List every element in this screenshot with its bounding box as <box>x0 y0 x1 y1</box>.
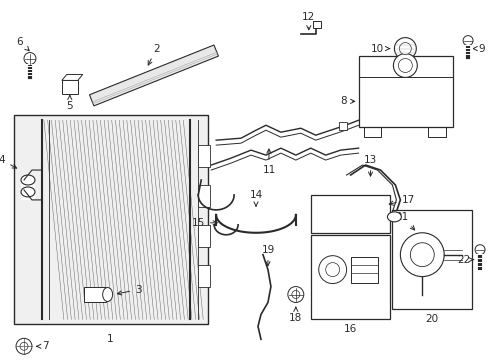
Circle shape <box>393 54 416 77</box>
Bar <box>198 185 210 207</box>
Text: 21: 21 <box>395 212 414 230</box>
Bar <box>391 210 471 310</box>
Text: 13: 13 <box>363 155 376 176</box>
Bar <box>350 257 378 283</box>
Text: 17: 17 <box>388 195 414 205</box>
Polygon shape <box>61 75 82 80</box>
Circle shape <box>398 59 411 72</box>
Bar <box>310 195 389 233</box>
Text: 8: 8 <box>340 96 354 106</box>
Circle shape <box>325 263 339 276</box>
Bar <box>338 122 346 130</box>
Circle shape <box>400 233 443 276</box>
Text: 5: 5 <box>66 95 73 111</box>
Circle shape <box>474 245 484 255</box>
Circle shape <box>409 243 433 267</box>
Circle shape <box>291 291 299 298</box>
Text: 12: 12 <box>302 12 315 30</box>
Text: 14: 14 <box>249 190 262 206</box>
Bar <box>21 184 35 200</box>
Text: 10: 10 <box>370 44 389 54</box>
Ellipse shape <box>21 175 35 185</box>
Text: 15: 15 <box>191 218 217 228</box>
Ellipse shape <box>21 187 35 197</box>
Circle shape <box>287 287 303 302</box>
Circle shape <box>318 256 346 284</box>
Circle shape <box>399 42 410 54</box>
Text: 1: 1 <box>107 334 114 344</box>
Bar <box>198 265 210 287</box>
Text: 2: 2 <box>148 44 160 65</box>
Bar <box>198 145 210 167</box>
Ellipse shape <box>102 288 112 301</box>
Text: 18: 18 <box>288 307 302 323</box>
Bar <box>83 287 105 302</box>
Bar <box>198 225 210 247</box>
Ellipse shape <box>386 212 401 222</box>
Circle shape <box>24 53 36 64</box>
Text: 20: 20 <box>425 314 438 324</box>
Text: 16: 16 <box>343 324 357 334</box>
Polygon shape <box>89 45 218 106</box>
Text: 6: 6 <box>17 37 29 51</box>
Text: 22: 22 <box>457 255 472 265</box>
Text: 7: 7 <box>37 341 49 351</box>
Text: 4: 4 <box>0 155 17 168</box>
Text: 19: 19 <box>261 245 274 266</box>
Bar <box>61 80 78 94</box>
Bar <box>358 55 452 127</box>
Circle shape <box>462 36 472 46</box>
Circle shape <box>16 338 32 354</box>
Text: 3: 3 <box>117 284 142 295</box>
Bar <box>310 235 389 319</box>
Circle shape <box>20 342 28 350</box>
Circle shape <box>394 37 415 59</box>
Bar <box>312 21 320 28</box>
Text: 11: 11 <box>262 149 275 175</box>
Text: 9: 9 <box>472 44 485 54</box>
Bar <box>14 115 208 324</box>
